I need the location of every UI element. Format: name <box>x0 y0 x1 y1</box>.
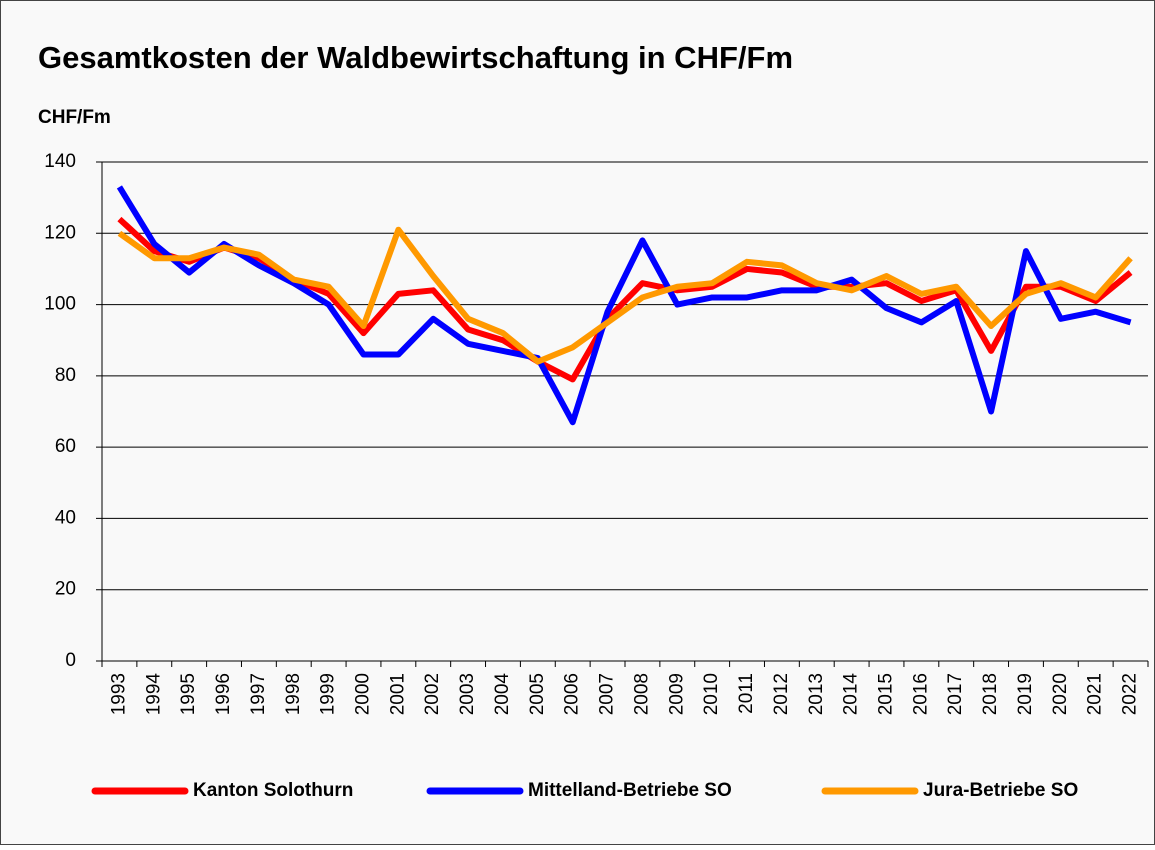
x-tick-label: 2003 <box>457 673 478 715</box>
y-tick-label: 60 <box>55 436 76 457</box>
x-tick-label: 2010 <box>701 673 722 715</box>
x-tick-label: 2020 <box>1050 673 1071 715</box>
x-tick-label: 2005 <box>527 673 548 715</box>
x-tick-label: 2009 <box>666 673 687 715</box>
x-tick-label: 1993 <box>108 673 129 715</box>
x-tick-label: 1996 <box>213 673 234 715</box>
y-axis-label: CHF/Fm <box>38 107 111 128</box>
x-tick-label: 1999 <box>318 673 339 715</box>
y-tick-label: 20 <box>55 579 76 600</box>
x-tick-label: 2011 <box>736 673 757 714</box>
y-tick-label: 0 <box>65 650 76 671</box>
x-tick-label: 2000 <box>353 673 374 715</box>
x-tick-label: 2012 <box>771 673 792 715</box>
x-tick-label: 2021 <box>1085 673 1106 715</box>
series-line <box>117 226 1133 365</box>
x-tick-label: 2004 <box>492 673 513 716</box>
x-tick-label: 2008 <box>631 673 652 715</box>
x-tick-label: 2016 <box>910 673 931 715</box>
x-tick-label: 1997 <box>248 673 269 715</box>
x-tick-label: 2001 <box>387 673 408 715</box>
x-tick-label: 2006 <box>562 673 583 715</box>
x-tick-label: 1998 <box>283 673 304 715</box>
y-tick-label: 40 <box>55 507 76 528</box>
legend-label: Kanton Solothurn <box>193 780 353 801</box>
x-tick-label: 1994 <box>143 673 164 716</box>
y-tick-label: 80 <box>55 365 76 386</box>
x-tick-label: 2007 <box>597 673 618 715</box>
x-tick-label: 2014 <box>841 673 862 716</box>
y-tick-label: 100 <box>44 294 76 315</box>
chart-title: Gesamtkosten der Waldbewirtschaftung in … <box>38 40 793 75</box>
y-tick-label: 120 <box>44 222 76 243</box>
x-tick-label: 1995 <box>178 673 199 715</box>
legend-label: Jura-Betriebe SO <box>923 780 1078 801</box>
x-tick-label: 2017 <box>945 673 966 715</box>
x-tick-label: 2022 <box>1120 673 1141 715</box>
x-tick-label: 2018 <box>980 673 1001 715</box>
legend-label: Mittelland-Betriebe SO <box>528 780 732 801</box>
x-tick-label: 2015 <box>876 673 897 715</box>
y-tick-label: 140 <box>44 151 76 172</box>
x-tick-label: 2013 <box>806 673 827 715</box>
x-tick-label: 2002 <box>422 673 443 715</box>
series-line <box>116 185 1132 426</box>
x-tick-label: 2019 <box>1015 673 1036 715</box>
